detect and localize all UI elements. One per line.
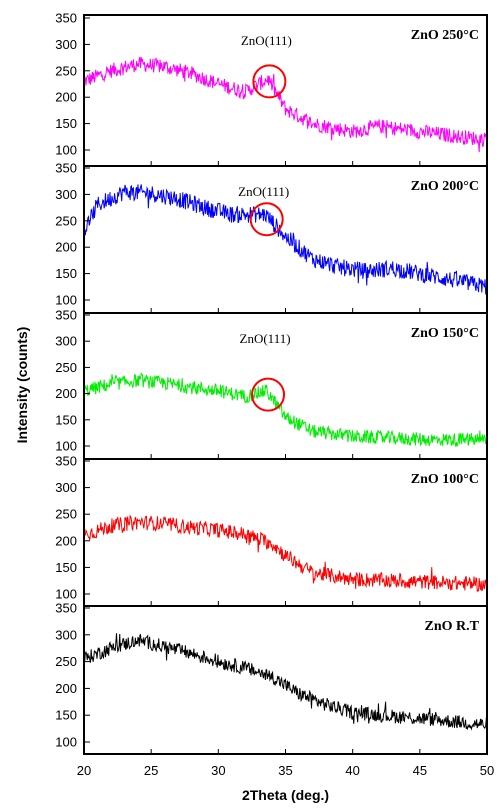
x-tick-label: 30 — [211, 763, 225, 778]
x-tick-label: 20 — [77, 763, 91, 778]
y-tick-label: 250 — [55, 360, 77, 375]
y-tick-label: 100 — [55, 143, 77, 158]
y-tick-label: 200 — [55, 240, 77, 255]
y-tick-label: 300 — [55, 187, 77, 202]
series-line-2 — [83, 371, 488, 448]
panel-frame — [83, 605, 488, 755]
peak-circle — [252, 64, 287, 99]
x-tick-label: 50 — [480, 763, 494, 778]
x-tick-label: 35 — [278, 763, 292, 778]
peak-annotation: ZnO(111) — [238, 184, 289, 199]
y-tick-label: 100 — [55, 293, 77, 308]
x-tick-label: 25 — [144, 763, 158, 778]
panel-title: ZnO 100°C — [411, 472, 479, 487]
y-tick-label: 150 — [55, 708, 77, 723]
y-tick-label: 150 — [55, 412, 77, 427]
panel-title: ZnO 250°C — [411, 28, 479, 43]
y-tick-label: 150 — [55, 266, 77, 281]
peak-circle — [251, 377, 286, 412]
y-tick-label: 350 — [55, 454, 77, 469]
y-tick-label: 250 — [55, 63, 77, 78]
panel-title: ZnO 150°C — [411, 326, 479, 341]
peak-annotation: ZnO(111) — [240, 331, 291, 346]
x-tick-label: 45 — [413, 763, 427, 778]
series-line-4 — [84, 633, 488, 731]
x-axis-label: 2Theta (deg.) — [242, 787, 329, 803]
y-tick-label: 300 — [55, 480, 77, 495]
y-tick-label: 250 — [55, 507, 77, 522]
y-tick-label: 150 — [55, 116, 77, 131]
series-line-3 — [83, 514, 488, 593]
y-tick-label: 350 — [55, 161, 77, 176]
y-tick-label: 350 — [55, 601, 77, 616]
series-line-0 — [83, 56, 488, 153]
y-tick-label: 200 — [55, 681, 77, 696]
y-tick-label: 200 — [55, 90, 77, 105]
y-tick-label: 300 — [55, 37, 77, 52]
y-tick-label: 350 — [55, 308, 77, 323]
y-axis-label: Intensity (counts) — [14, 327, 30, 444]
y-tick-label: 300 — [55, 627, 77, 642]
y-tick-label: 250 — [55, 654, 77, 669]
y-tick-label: 250 — [55, 213, 77, 228]
peak-annotation: ZnO(111) — [241, 33, 292, 48]
series-line-1 — [83, 184, 488, 295]
x-tick-label: 40 — [345, 763, 359, 778]
y-tick-label: 100 — [55, 587, 77, 602]
y-tick-label: 200 — [55, 533, 77, 548]
y-tick-label: 300 — [55, 334, 77, 349]
y-tick-label: 100 — [55, 439, 77, 454]
panel-title: ZnO 200°C — [411, 179, 479, 194]
y-tick-label: 200 — [55, 386, 77, 401]
y-tick-label: 100 — [55, 735, 77, 750]
y-tick-label: 150 — [55, 560, 77, 575]
panel-title: ZnO R.T — [425, 619, 480, 634]
peak-circle — [249, 202, 284, 237]
y-tick-label: 350 — [55, 11, 77, 26]
